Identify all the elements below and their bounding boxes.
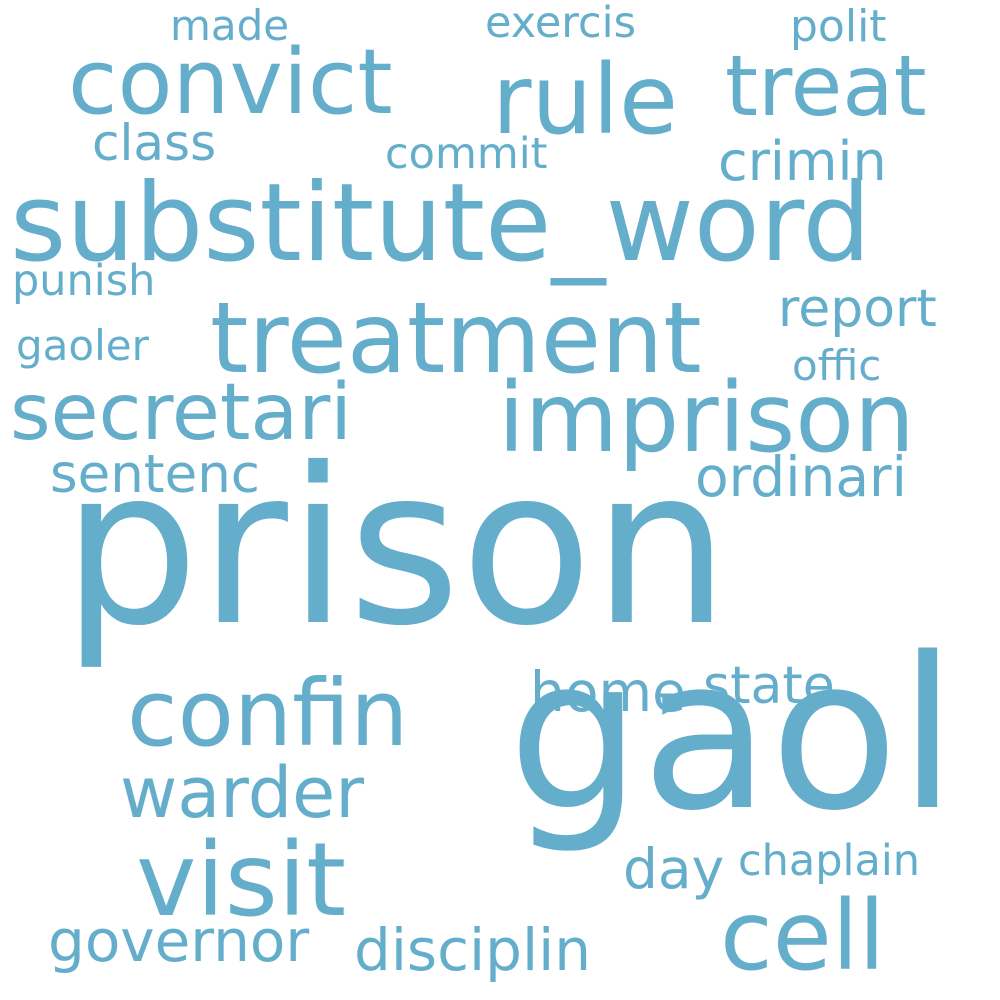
word-confin: confin (127, 660, 409, 767)
word-prison: prison (62, 422, 730, 673)
word-class: class (92, 114, 217, 172)
word-day: day (623, 837, 725, 901)
word-commit: commit (385, 129, 548, 179)
word-chaplain: chaplain (738, 836, 921, 886)
word-exercis: exercis (485, 0, 637, 48)
word-polit: polit (790, 1, 887, 52)
word-gaol: gaol (508, 612, 957, 857)
word-imprison: imprison (498, 362, 915, 474)
word-cell: cell (720, 880, 886, 992)
word-treat: treat (725, 37, 927, 135)
word-secretari: secretari (10, 368, 352, 458)
word-home: home (530, 660, 686, 724)
word-visit: visit (136, 821, 347, 940)
word-convict: convict (68, 30, 393, 135)
word-gaoler: gaoler (16, 321, 149, 370)
word-warder: warder (120, 752, 364, 834)
word-offic: offic (792, 341, 882, 390)
word-disciplin: disciplin (354, 916, 591, 984)
word-rule: rule (492, 44, 679, 156)
word-treatment: treatment (210, 282, 702, 396)
word-substitute-word: substitute_word (10, 161, 871, 286)
word-state: state (703, 656, 835, 716)
word-sentenc: sentenc (50, 444, 260, 505)
word-report: report (778, 279, 937, 339)
word-made: made (170, 1, 290, 50)
word-governor: governor (48, 907, 310, 975)
word-punish: punish (12, 256, 156, 306)
word-crimin: crimin (718, 130, 887, 193)
word-ordinari: ordinari (695, 445, 907, 509)
